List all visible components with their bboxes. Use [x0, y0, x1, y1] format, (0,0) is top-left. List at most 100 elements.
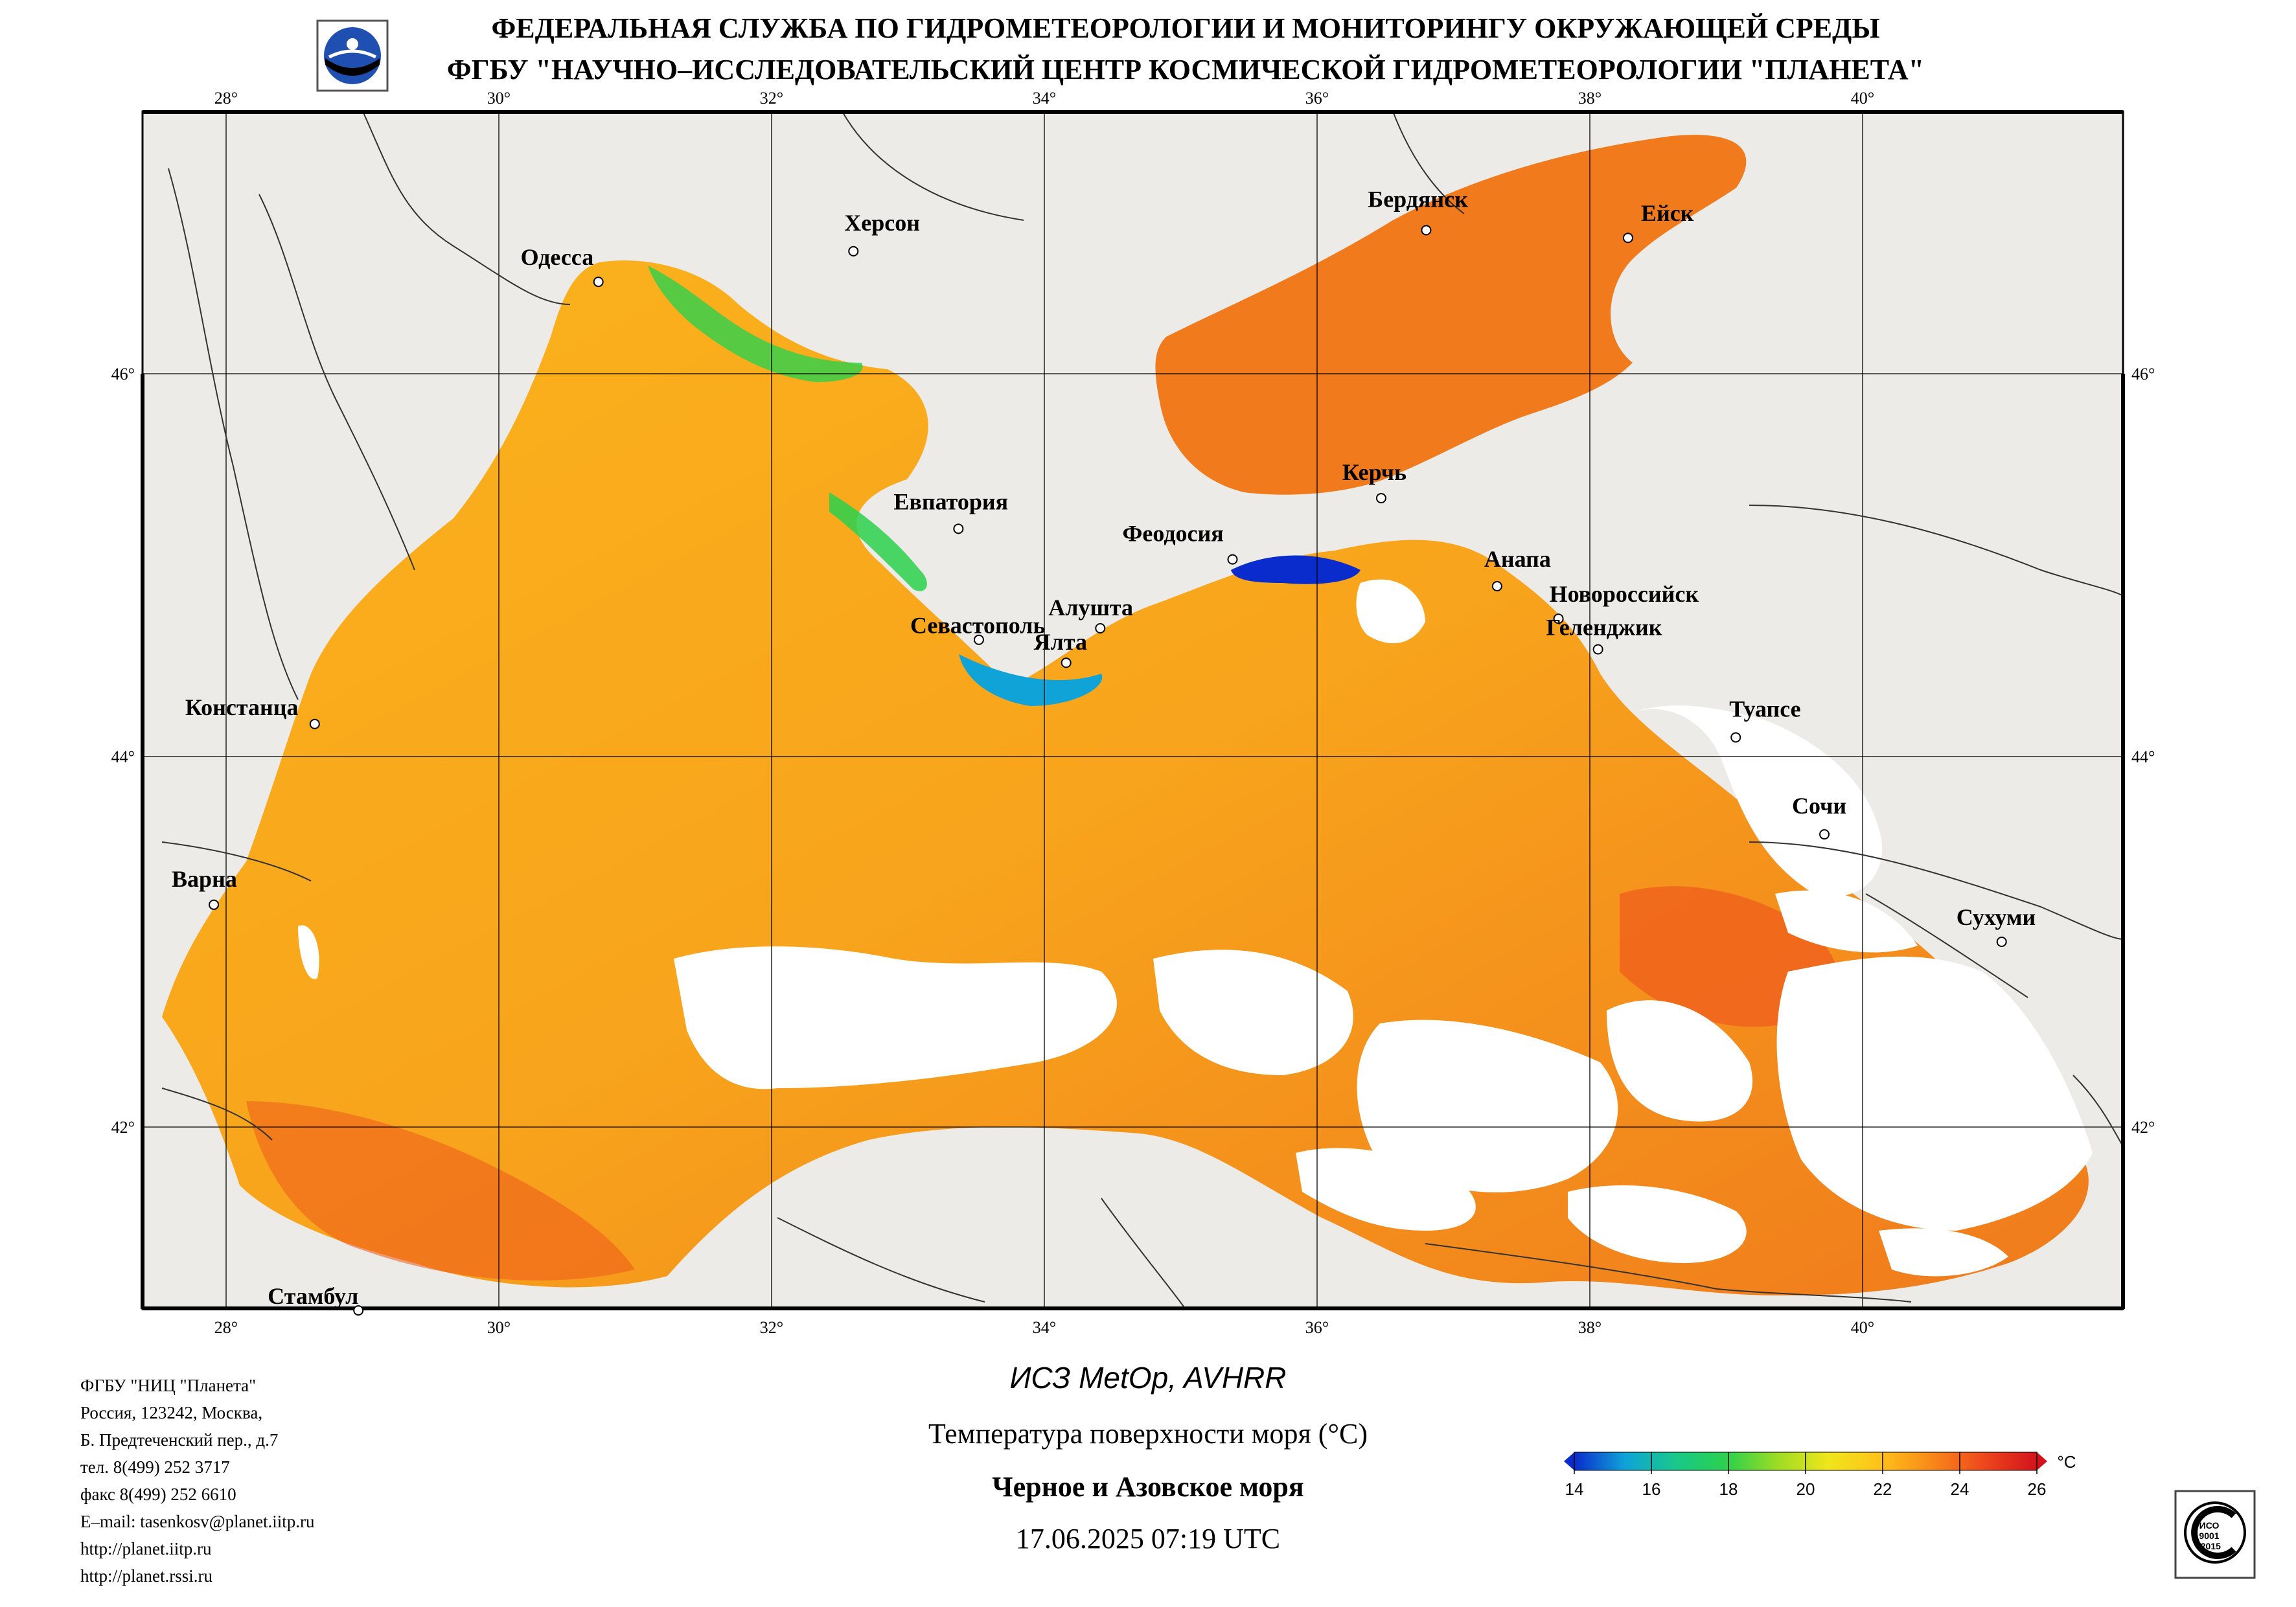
- city-marker-icon: [353, 1305, 364, 1316]
- country-borders: [161, 111, 2124, 1310]
- lon-label: 28°: [214, 89, 238, 108]
- city-marker-icon: [1730, 732, 1741, 743]
- city-label: Анапа: [1484, 546, 1551, 572]
- city-marker-icon: [1819, 829, 1830, 840]
- city-label: Бердянск: [1368, 186, 1468, 212]
- city-marker-icon: [848, 245, 859, 256]
- svg-text:ИСО: ИСО: [2199, 1520, 2220, 1531]
- city-label: Одесса: [521, 244, 594, 270]
- city-label: Ейск: [1641, 200, 1694, 226]
- satellite-instrument: ИСЗ MetOp, AVHRR: [1009, 1361, 1287, 1395]
- lon-label: 40°: [1851, 89, 1874, 108]
- city-label: Херсон: [844, 210, 920, 236]
- city-marker-icon: [1095, 623, 1106, 634]
- city-marker-icon: [1375, 493, 1386, 504]
- lat-labels-right: 46° 44° 42°: [2131, 365, 2155, 1137]
- cool-strip-crimea-south: [959, 654, 1103, 706]
- lon-label: 30°: [487, 1318, 511, 1337]
- lon-label: 40°: [1851, 1318, 1874, 1337]
- city-label: Новороссийск: [1550, 581, 1699, 607]
- city-marker-icon: [1553, 613, 1564, 624]
- colorbar-tick: 26: [2028, 1479, 2047, 1499]
- org-website: http://planet.iitp.ru: [80, 1539, 212, 1558]
- org-line: Россия, 123242, Москва,: [80, 1403, 263, 1422]
- city-label: Феодосия: [1122, 521, 1223, 547]
- city-label: Туапсе: [1729, 696, 1800, 722]
- lon-labels-bottom: 28° 30° 32° 34° 36° 38° 40°: [214, 1318, 1874, 1337]
- lat-label: 44°: [2131, 747, 2155, 766]
- colorbar-low-arrow: [1564, 1452, 1574, 1470]
- lon-label: 28°: [214, 1318, 238, 1337]
- lat-label: 44°: [111, 747, 135, 766]
- colorbar-tick: 16: [1642, 1479, 1661, 1499]
- temperature-colorbar: 14 16 18 20 22 24 26 °С: [1564, 1452, 2076, 1499]
- city-marker-icon: [953, 523, 964, 534]
- city-marker-icon: [593, 277, 604, 288]
- cool-strip-feodosia: [1231, 555, 1360, 584]
- city-label: Сочи: [1792, 793, 1846, 819]
- map-frame: [141, 110, 2125, 1310]
- city-label: Варна: [172, 866, 237, 892]
- azov-sea-sst: [1155, 135, 1747, 495]
- colorbar-high-arrow: [2037, 1452, 2047, 1470]
- lat-label: 42°: [2131, 1118, 2155, 1137]
- city-label: Стамбул: [268, 1283, 358, 1309]
- warm-patch-sw: [246, 1101, 635, 1281]
- colorbar-tick: 18: [1719, 1479, 1738, 1499]
- city-label: Ялта: [1034, 629, 1087, 655]
- organization-contacts: ФГБУ "НИЦ "Планета" Россия, 123242, Моск…: [80, 1372, 315, 1590]
- city-marker-icon: [1061, 657, 1072, 668]
- lat-label: 46°: [2131, 365, 2155, 383]
- city-label: Геленджик: [1546, 615, 1662, 641]
- city-label: Сухуми: [1957, 904, 2036, 930]
- lon-label: 32°: [760, 1318, 783, 1337]
- lat-labels-left: 46° 44° 42°: [111, 365, 135, 1137]
- svg-text:9001: 9001: [2199, 1531, 2219, 1541]
- city-label: Констанца: [185, 694, 299, 720]
- header-center-title: ФГБУ "НАУЧНО–ИССЛЕДОВАТЕЛЬСКИЙ ЦЕНТР КОС…: [446, 54, 1925, 85]
- org-line: ФГБУ "НИЦ "Планета": [80, 1376, 257, 1395]
- parameter-title: Температура поверхности моря (°С): [928, 1418, 1368, 1450]
- org-email: E–mail: tasenkosv@planet.iitp.ru: [80, 1512, 315, 1531]
- city-label: Евпатория: [893, 488, 1008, 514]
- org-website: http://planet.rssi.ru: [80, 1566, 212, 1586]
- lon-label: 32°: [760, 89, 783, 108]
- city-markers: Одесса Херсон Бердянск Ейск Евпатория Керчь Фе…: [172, 186, 2036, 1316]
- cloud-mask: [298, 579, 2093, 1277]
- lat-label: 46°: [111, 365, 135, 383]
- city-marker-icon: [1996, 937, 2007, 947]
- cool-strip-nw-shelf: [648, 266, 863, 382]
- city-marker-icon: [1622, 233, 1633, 244]
- colorbar-tick: 20: [1797, 1479, 1815, 1499]
- lat-label: 42°: [111, 1118, 135, 1137]
- svg-text:-2015: -2015: [2198, 1541, 2221, 1551]
- colorbar-tick: 22: [1874, 1479, 1892, 1499]
- org-line: Б. Предтеченский пер., д.7: [80, 1430, 279, 1450]
- colorbar-tick: 14: [1565, 1479, 1584, 1499]
- header-agency-title: ФЕДЕРАЛЬНАЯ СЛУЖБА ПО ГИДРОМЕТЕОРОЛОГИИ …: [491, 12, 1880, 44]
- lon-label: 38°: [1578, 1318, 1601, 1337]
- cool-strip-crimea-west: [829, 492, 927, 591]
- lon-label: 34°: [1033, 1318, 1056, 1337]
- lon-label: 34°: [1033, 89, 1056, 108]
- observation-datetime: 17.06.2025 07:19 UTC: [1015, 1523, 1281, 1555]
- org-line: факс 8(499) 252 6610: [80, 1485, 236, 1504]
- lon-label: 38°: [1578, 89, 1601, 108]
- lon-label: 30°: [487, 89, 511, 108]
- city-marker-icon: [309, 718, 320, 729]
- colorbar-unit: °С: [2057, 1452, 2076, 1472]
- region-title: Черное и Азовское моря: [992, 1471, 1304, 1503]
- lon-label: 36°: [1305, 1318, 1329, 1337]
- city-marker-icon: [1421, 225, 1432, 236]
- city-marker-icon: [1592, 644, 1603, 655]
- city-label: Алушта: [1048, 595, 1133, 621]
- org-line: тел. 8(499) 252 3717: [80, 1457, 230, 1477]
- black-sea-sst: [162, 260, 2089, 1295]
- city-label: Севастополь: [910, 613, 1046, 639]
- iso-9001-certification-icon: ИСО 9001 -2015: [2174, 1490, 2256, 1579]
- colorbar-tick: 24: [1951, 1479, 1969, 1499]
- lon-label: 36°: [1305, 89, 1329, 108]
- city-marker-icon: [209, 899, 220, 910]
- planeta-logo-icon: [316, 19, 389, 92]
